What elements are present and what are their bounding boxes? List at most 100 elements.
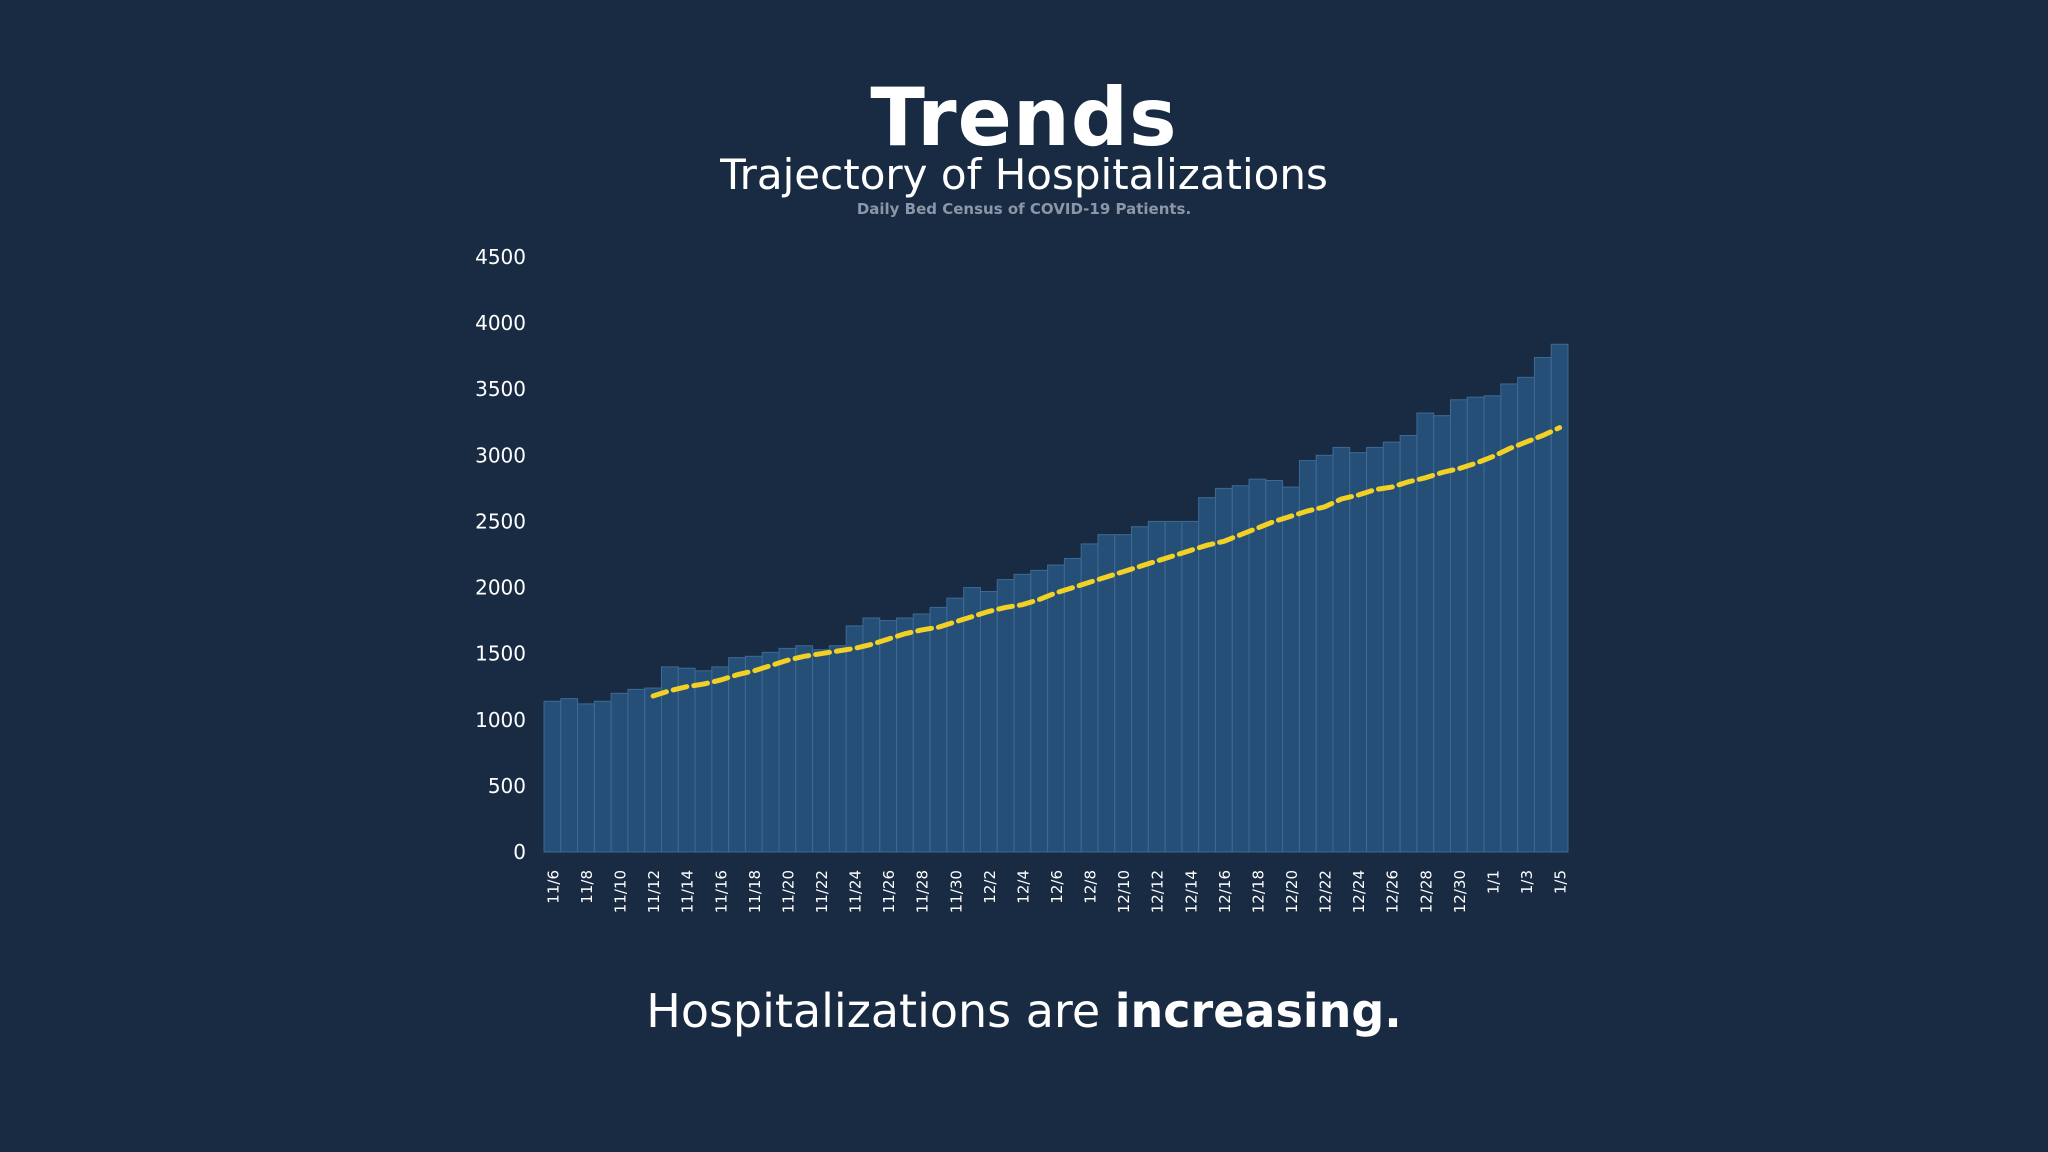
x-tick-label: 12/12 [1149,870,1167,913]
bar [963,587,981,853]
bar [1332,446,1351,853]
bar [1282,486,1300,853]
bar [1063,557,1082,853]
chart-caption: Daily Bed Census of COVID-19 Patients. [856,200,1192,218]
x-tick-label: 11/16 [712,870,730,913]
x-tick-label: 11/30 [947,870,965,913]
bar [1550,343,1569,853]
bar [862,617,881,853]
x-tick-label: 11/22 [813,870,831,913]
bar [1030,569,1049,853]
y-tick-label: 500 [488,774,526,798]
x-tick-label: 12/16 [1216,870,1234,913]
bar [1298,460,1317,853]
bar [543,700,562,853]
y-tick-label: 3000 [475,443,526,467]
bar [761,651,780,853]
x-tick-label: 11/12 [645,870,663,913]
x-tick-label: 1/3 [1518,870,1536,894]
x-tick-label: 11/26 [880,870,898,913]
bar [1399,435,1418,853]
y-tick-label: 0 [513,840,526,864]
x-tick-label: 1/5 [1552,870,1570,894]
x-tick-label: 11/20 [779,870,797,913]
chart-title: Trends [870,71,1178,164]
x-tick-label: 12/14 [1182,870,1200,913]
bar [778,647,797,853]
bar [996,579,1015,853]
y-tick-label: 2500 [475,509,526,533]
x-tick-label: 12/20 [1283,870,1301,913]
bar [1483,395,1502,853]
bar [593,700,612,853]
bar [677,667,696,853]
bar [1080,543,1099,853]
x-tick-label: 12/28 [1417,870,1435,913]
bar [1164,520,1183,853]
chart-subtitle: Trajectory of Hospitalizations [720,150,1328,199]
x-tick-label: 11/28 [914,870,932,913]
x-tick-label: 12/18 [1249,870,1267,913]
y-tick-label: 4000 [475,311,526,335]
bar [1047,564,1065,853]
bar [728,657,746,853]
trend-line [650,425,1563,699]
bar [1315,454,1334,853]
bar [744,655,763,853]
x-tick-label: 12/30 [1451,870,1469,913]
x-tick-label: 11/14 [679,870,697,913]
bar [1265,479,1284,853]
bar [577,703,595,853]
bar [896,617,914,853]
bar [912,613,931,853]
x-tick-label: 1/1 [1484,870,1502,894]
bar [929,606,948,853]
bar [845,625,864,853]
x-tick-label: 12/4 [1014,870,1032,904]
x-tick-label: 12/8 [1082,870,1100,904]
y-tick-label: 2000 [475,576,526,600]
x-tick-label: 12/24 [1350,870,1368,913]
bar [1231,485,1250,853]
bar [1114,534,1133,853]
bar [627,688,646,853]
bar [1198,497,1216,853]
y-tick-label: 1500 [475,642,526,666]
bar [1181,520,1200,853]
bar [879,620,898,853]
bar [1382,441,1401,853]
x-tick-label: 11/6 [544,870,562,904]
bar [1433,415,1451,853]
bar [1366,446,1384,853]
bar [1248,478,1267,853]
bar [1131,526,1149,853]
bar [795,645,814,853]
bar [694,670,713,853]
bar [644,687,663,853]
y-tick-label: 3500 [475,377,526,401]
bar [828,645,847,853]
bar [946,597,965,853]
bar [1147,520,1166,853]
bar [979,591,998,853]
headline: Hospitalizations are increasing. [0,988,2048,1034]
x-tick-label: 11/8 [578,870,596,904]
x-tick-label: 12/6 [1048,870,1066,904]
x-tick-label: 11/24 [847,870,865,913]
bar [812,649,830,853]
bar [711,666,730,853]
bar [1013,573,1032,853]
bar [560,698,579,853]
bar [610,692,629,853]
x-tick-label: 11/18 [746,870,764,913]
x-tick-label: 12/10 [1115,870,1133,913]
x-tick-label: 12/26 [1384,870,1402,913]
headline-regular: Hospitalizations are [646,984,1115,1038]
headline-bold: increasing. [1114,984,1402,1038]
bar [1097,534,1116,853]
x-tick-label: 11/10 [612,870,630,913]
bar [1349,452,1368,853]
x-tick-label: 12/2 [981,870,999,904]
y-tick-label: 4500 [475,245,526,269]
